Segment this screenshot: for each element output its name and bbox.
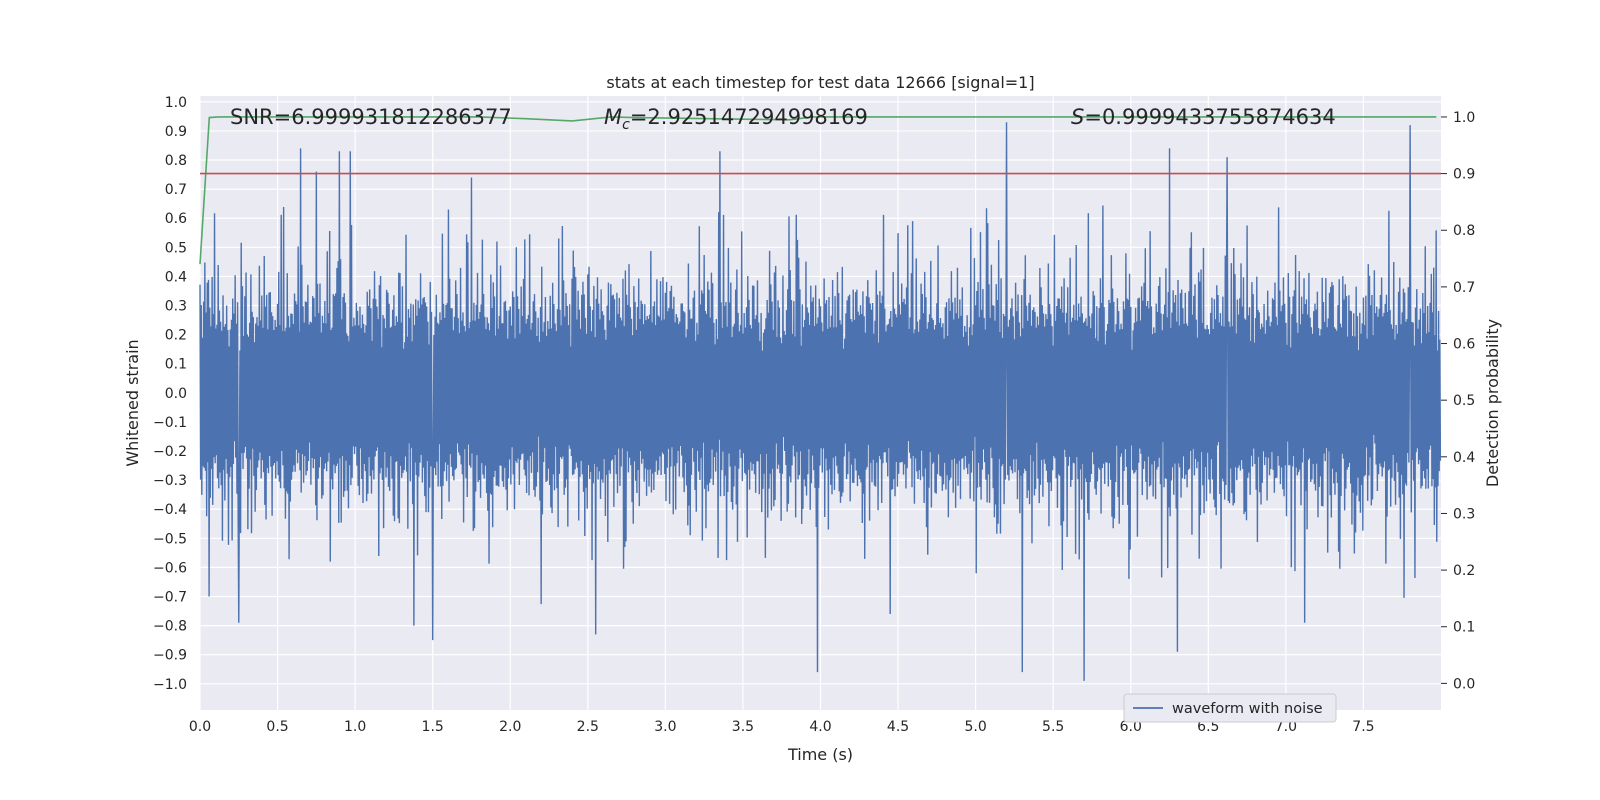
y2-tick-label: 0.9	[1453, 167, 1475, 183]
y2-axis-ticks: 1.0 0.9 0.8 0.7 0.6 0.5 0.4 0.3 0.2 0.1 0.0	[1441, 110, 1475, 692]
waveform-series	[199, 122, 1442, 681]
y-tick-label: −0.1	[153, 415, 187, 431]
y2-tick-label: 1.0	[1453, 110, 1475, 126]
y-tick-label: 0.2	[165, 328, 187, 344]
score-symbol: S	[1071, 105, 1084, 129]
score-value: =0.9999433755874634	[1084, 105, 1335, 129]
x-tick-label: 0.0	[189, 719, 211, 735]
y2-tick-label: 0.5	[1453, 393, 1475, 409]
chirp-mass-value: =2.925147294998169	[630, 105, 868, 129]
x-tick-label: 0.5	[266, 719, 288, 735]
x-tick-label: 7.0	[1275, 719, 1297, 735]
y-tick-label: 0.1	[165, 357, 187, 373]
snr-annotation: SNR=6.999931812286377	[230, 105, 512, 129]
y-tick-label: 0.4	[165, 269, 187, 285]
x-tick-label: 3.5	[732, 719, 754, 735]
x-tick-label: 6.5	[1197, 719, 1219, 735]
x-tick-label: 5.0	[964, 719, 986, 735]
y-tick-label: −1.0	[153, 677, 187, 693]
y-axis-ticks: 1.0 0.9 0.8 0.7 0.6 0.5 0.4 0.3 0.2 0.1 0.0 −0.1 −0.…	[153, 95, 187, 693]
x-tick-label: 2.5	[577, 719, 599, 735]
detection-probability-line	[199, 116, 1437, 265]
chirp-mass-symbol: M	[604, 105, 622, 129]
legend-entry-waveform: waveform with noise	[1172, 701, 1323, 717]
y-tick-label: −0.6	[153, 560, 187, 576]
y-tick-label: 0.5	[165, 240, 187, 256]
y2-tick-label: 0.8	[1453, 223, 1475, 239]
x-axis-ticks: 0.0 0.5 1.0 1.5 2.0 2.5 3.0 3.5 4.0 4.5 5.0 5.5 6.0 6…	[189, 719, 1375, 735]
y-tick-label: −0.3	[153, 473, 187, 489]
y-tick-label: −0.9	[153, 648, 187, 664]
y2-tick-label: 0.4	[1453, 450, 1475, 466]
x-tick-label: 2.0	[499, 719, 521, 735]
x-tick-label: 5.5	[1042, 719, 1064, 735]
y2-tick-label: 0.3	[1453, 506, 1475, 522]
y-tick-label: 0.3	[165, 299, 187, 315]
y-tick-label: 0.0	[165, 386, 187, 402]
y-tick-label: −0.8	[153, 619, 187, 635]
x-axis-label: Time (s)	[787, 745, 853, 764]
y2-tick-label: 0.6	[1453, 337, 1475, 353]
y2-tick-label: 0.0	[1453, 676, 1475, 692]
x-tick-label: 1.0	[344, 719, 366, 735]
x-tick-label: 6.0	[1120, 719, 1142, 735]
y2-tick-label: 0.7	[1453, 280, 1475, 296]
y-tick-label: −0.7	[153, 590, 187, 606]
y-tick-label: 0.7	[165, 182, 187, 198]
y-tick-label: 0.9	[165, 124, 187, 140]
y-tick-label: −0.4	[153, 502, 187, 518]
waveform-line	[199, 122, 1442, 681]
y-axis-label: Whitened strain	[123, 339, 142, 466]
y2-tick-label: 0.1	[1453, 620, 1475, 636]
x-tick-label: 3.0	[654, 719, 676, 735]
y-tick-label: 1.0	[165, 95, 187, 111]
y-tick-label: 0.8	[165, 153, 187, 169]
legend: waveform with noise	[1123, 693, 1337, 723]
x-tick-label: 4.5	[887, 719, 909, 735]
y-tick-label: −0.2	[153, 444, 187, 460]
chart-title: stats at each timestep for test data 126…	[606, 73, 1034, 92]
chirp-mass-annotation: Mc=2.925147294998169	[604, 105, 868, 133]
x-tick-label: 1.5	[422, 719, 444, 735]
y-tick-label: −0.5	[153, 531, 187, 547]
x-tick-label: 7.5	[1352, 719, 1374, 735]
y2-tick-label: 0.2	[1453, 563, 1475, 579]
y2-axis-label: Detection probability	[1483, 319, 1502, 487]
score-annotation: S=0.9999433755874634	[1071, 105, 1336, 129]
legend-box	[1123, 693, 1337, 723]
chirp-mass-subscript: c	[622, 117, 630, 133]
probability-series	[199, 116, 1441, 265]
y-tick-label: 0.6	[165, 211, 187, 227]
x-tick-label: 4.0	[809, 719, 831, 735]
